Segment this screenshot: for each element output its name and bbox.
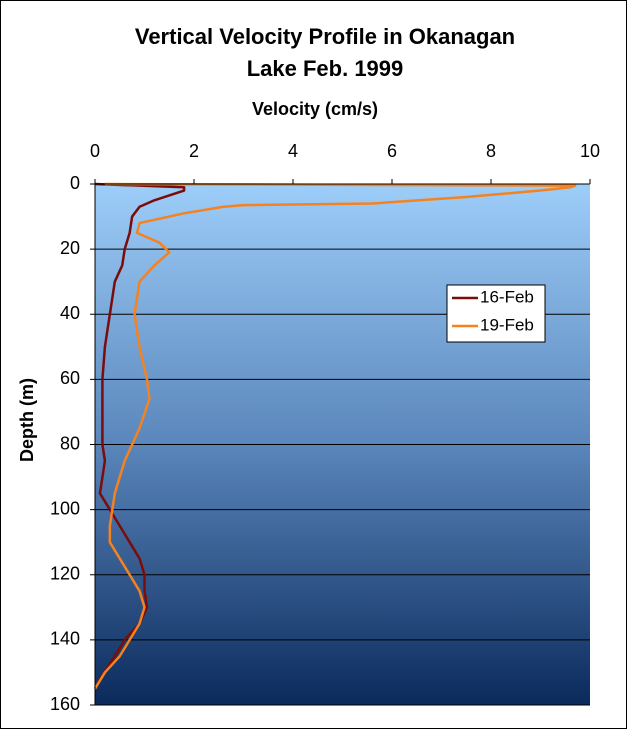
- legend: [446, 284, 546, 343]
- x-tick-label: 8: [486, 141, 496, 161]
- y-axis-title: Depth (m): [17, 378, 37, 462]
- y-tick-label: 80: [60, 433, 80, 453]
- x-tick-label: 0: [90, 141, 100, 161]
- y-tick-label: 60: [60, 368, 80, 388]
- y-tick-label: 100: [50, 498, 80, 518]
- y-tick-label: 160: [50, 694, 80, 714]
- x-tick-label: 2: [189, 141, 199, 161]
- series-line: [93, 182, 186, 690]
- legend-label: 19-Feb: [480, 315, 534, 334]
- legend-label: 16-Feb: [480, 287, 534, 306]
- series-line: [93, 182, 577, 690]
- x-axis-title: Velocity (cm/s): [252, 99, 378, 119]
- x-tick-label: 6: [387, 141, 397, 161]
- x-tick-label: 10: [580, 141, 600, 161]
- y-tick-label: 20: [60, 238, 80, 258]
- y-tick-label: 0: [70, 173, 80, 193]
- x-tick-label: 4: [288, 141, 298, 161]
- y-tick-label: 120: [50, 564, 80, 584]
- y-tick-label: 40: [60, 303, 80, 323]
- y-tick-label: 140: [50, 629, 80, 649]
- chart-title: Vertical Velocity Profile in Okanagan Lak…: [135, 24, 515, 81]
